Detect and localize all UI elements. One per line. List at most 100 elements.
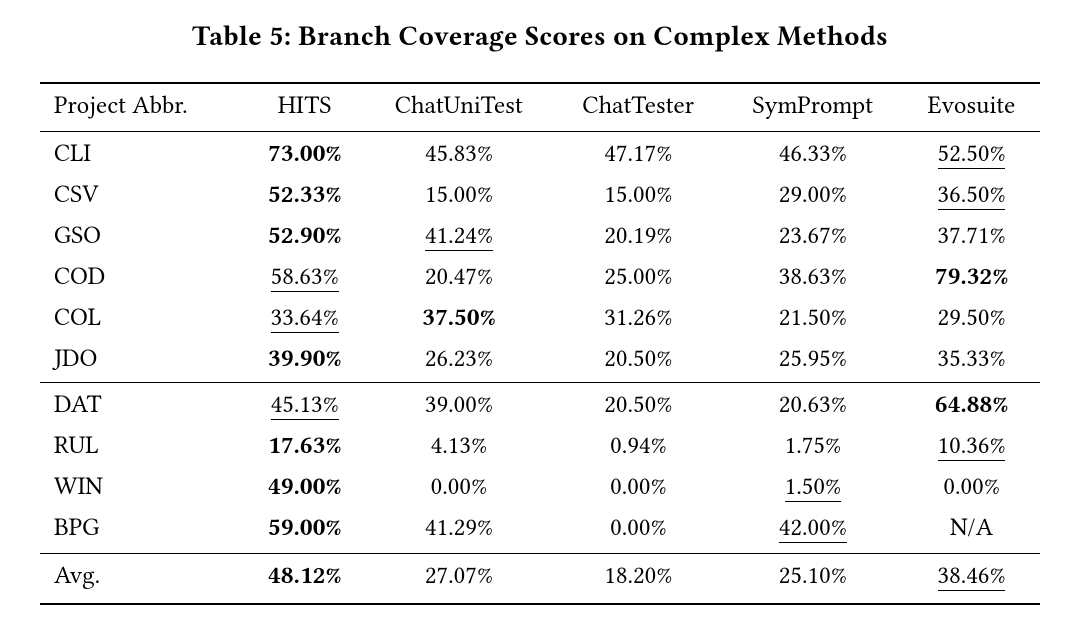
table-row: CLI73.00%45.83%47.17%46.33%52.50%: [40, 132, 1040, 177]
value-cell: 52.90%: [246, 217, 364, 258]
value-cell: 17.63%: [246, 427, 364, 468]
table-row: GSO52.90%41.24% 20.19% 23.67% 37.71%: [40, 217, 1040, 258]
value-text: 0.00%: [610, 475, 666, 500]
value-cell: 39.00%: [364, 383, 554, 428]
value-cell: N/A: [903, 509, 1040, 554]
value-cell: 0.94%: [554, 427, 723, 468]
coverage-table: Project Abbr. HITS ChatUniTest ChatTeste…: [40, 82, 1040, 605]
table-head: Project Abbr. HITS ChatUniTest ChatTeste…: [40, 83, 1040, 132]
value-cell: 20.50%: [554, 340, 723, 383]
value-text: 25.00%: [604, 265, 672, 290]
col-chattester: ChatTester: [554, 83, 723, 132]
value-cell: 23.67%: [723, 217, 904, 258]
value-text: 42.00%: [779, 516, 847, 543]
value-cell: 41.24%: [364, 217, 554, 258]
project-cell: CSV: [40, 176, 246, 217]
value-cell: 33.64%: [246, 299, 364, 340]
table-body: CLI73.00%45.83%47.17%46.33%52.50%CSV52.3…: [40, 132, 1040, 605]
col-symprompt: SymPrompt: [723, 83, 904, 132]
value-text: 1.50%: [785, 475, 841, 502]
value-cell: 29.00%: [723, 176, 904, 217]
value-cell: 20.63%: [723, 383, 904, 428]
value-cell: 36.50%: [903, 176, 1040, 217]
value-cell: 21.50%: [723, 299, 904, 340]
col-project: Project Abbr.: [40, 83, 246, 132]
value-cell: 42.00%: [723, 509, 904, 554]
value-text: 20.50%: [604, 347, 672, 372]
value-cell: 45.83%: [364, 132, 554, 177]
value-text: 52.33%: [268, 183, 341, 208]
value-cell: 1.50%: [723, 468, 904, 509]
header-row: Project Abbr. HITS ChatUniTest ChatTeste…: [40, 83, 1040, 132]
table-row: Avg. 48.12% 27.07% 18.20% 25.10% 38.46%: [40, 554, 1040, 605]
project-cell: DAT: [40, 383, 246, 428]
project-cell: GSO: [40, 217, 246, 258]
value-cell: 41.29%: [364, 509, 554, 554]
value-cell: 37.71%: [903, 217, 1040, 258]
value-cell: 25.10%: [723, 554, 904, 605]
table-row: WIN49.00%0.00%0.00%1.50%0.00%: [40, 468, 1040, 509]
value-text: 41.29%: [425, 516, 493, 541]
project-cell: BPG: [40, 509, 246, 554]
value-text: 20.47%: [425, 265, 493, 290]
value-cell: 0.00%: [903, 468, 1040, 509]
value-text: 29.50%: [938, 306, 1006, 331]
value-text: 21.50%: [779, 306, 847, 331]
table-row: CSV52.33%15.00%15.00%29.00%36.50%: [40, 176, 1040, 217]
value-text: 18.20%: [604, 564, 672, 589]
value-text: 20.63%: [779, 393, 847, 418]
value-text: 25.10%: [779, 564, 847, 589]
table-caption: Table 5: Branch Coverage Scores on Compl…: [40, 20, 1040, 52]
value-cell: 47.17%: [554, 132, 723, 177]
value-cell: 0.00%: [364, 468, 554, 509]
value-cell: 38.63%: [723, 258, 904, 299]
value-text: 20.50%: [604, 393, 672, 418]
value-text: 48.12%: [268, 564, 341, 589]
value-cell: 15.00%: [364, 176, 554, 217]
value-cell: 52.33%: [246, 176, 364, 217]
value-cell: 0.00%: [554, 509, 723, 554]
value-cell: 37.50%: [364, 299, 554, 340]
col-evosuite: Evosuite: [903, 83, 1040, 132]
value-cell: 10.36%: [903, 427, 1040, 468]
project-cell: COL: [40, 299, 246, 340]
project-cell: WIN: [40, 468, 246, 509]
value-cell: 64.88%: [903, 383, 1040, 428]
project-cell: CLI: [40, 132, 246, 177]
table-row: COD58.63%20.47%25.00%38.63%79.32%: [40, 258, 1040, 299]
value-text: 52.50%: [938, 142, 1006, 169]
value-text: 17.63%: [268, 434, 341, 459]
value-text: 45.13%: [271, 393, 339, 420]
value-text: 46.33%: [779, 142, 847, 167]
value-text: 33.64%: [271, 306, 339, 333]
value-text: 0.00%: [610, 516, 666, 541]
value-text: 25.95%: [779, 347, 847, 372]
value-cell: 79.32%: [903, 258, 1040, 299]
table-row: JDO39.90%26.23%20.50%25.95%35.33%: [40, 340, 1040, 383]
value-cell: 1.75%: [723, 427, 904, 468]
value-cell: 20.50%: [554, 383, 723, 428]
value-text: 36.50%: [938, 183, 1006, 210]
value-text: 20.19%: [604, 224, 672, 249]
value-text: 59.00%: [268, 516, 341, 541]
value-text: 4.13%: [431, 434, 487, 459]
value-text: 79.32%: [935, 265, 1008, 290]
value-text: 38.46%: [938, 564, 1006, 591]
value-cell: 38.46%: [903, 554, 1040, 605]
project-cell: RUL: [40, 427, 246, 468]
value-text: 23.67%: [779, 224, 847, 249]
value-text: 1.75%: [785, 434, 841, 459]
value-text: 27.07%: [425, 564, 493, 589]
value-text: 37.71%: [938, 224, 1006, 249]
table-row: DAT 45.13% 39.00% 20.50% 20.63% 64.88%: [40, 383, 1040, 428]
project-cell: JDO: [40, 340, 246, 383]
value-cell: 25.00%: [554, 258, 723, 299]
table-row: BPG 59.00% 41.29% 0.00% 42.00% N/A: [40, 509, 1040, 554]
project-cell: Avg.: [40, 554, 246, 605]
value-text: 39.00%: [425, 393, 493, 418]
table-row: RUL 17.63% 4.13% 0.94% 1.75% 10.36%: [40, 427, 1040, 468]
value-text: 64.88%: [935, 393, 1008, 418]
value-cell: 26.23%: [364, 340, 554, 383]
value-cell: 49.00%: [246, 468, 364, 509]
value-cell: 31.26%: [554, 299, 723, 340]
